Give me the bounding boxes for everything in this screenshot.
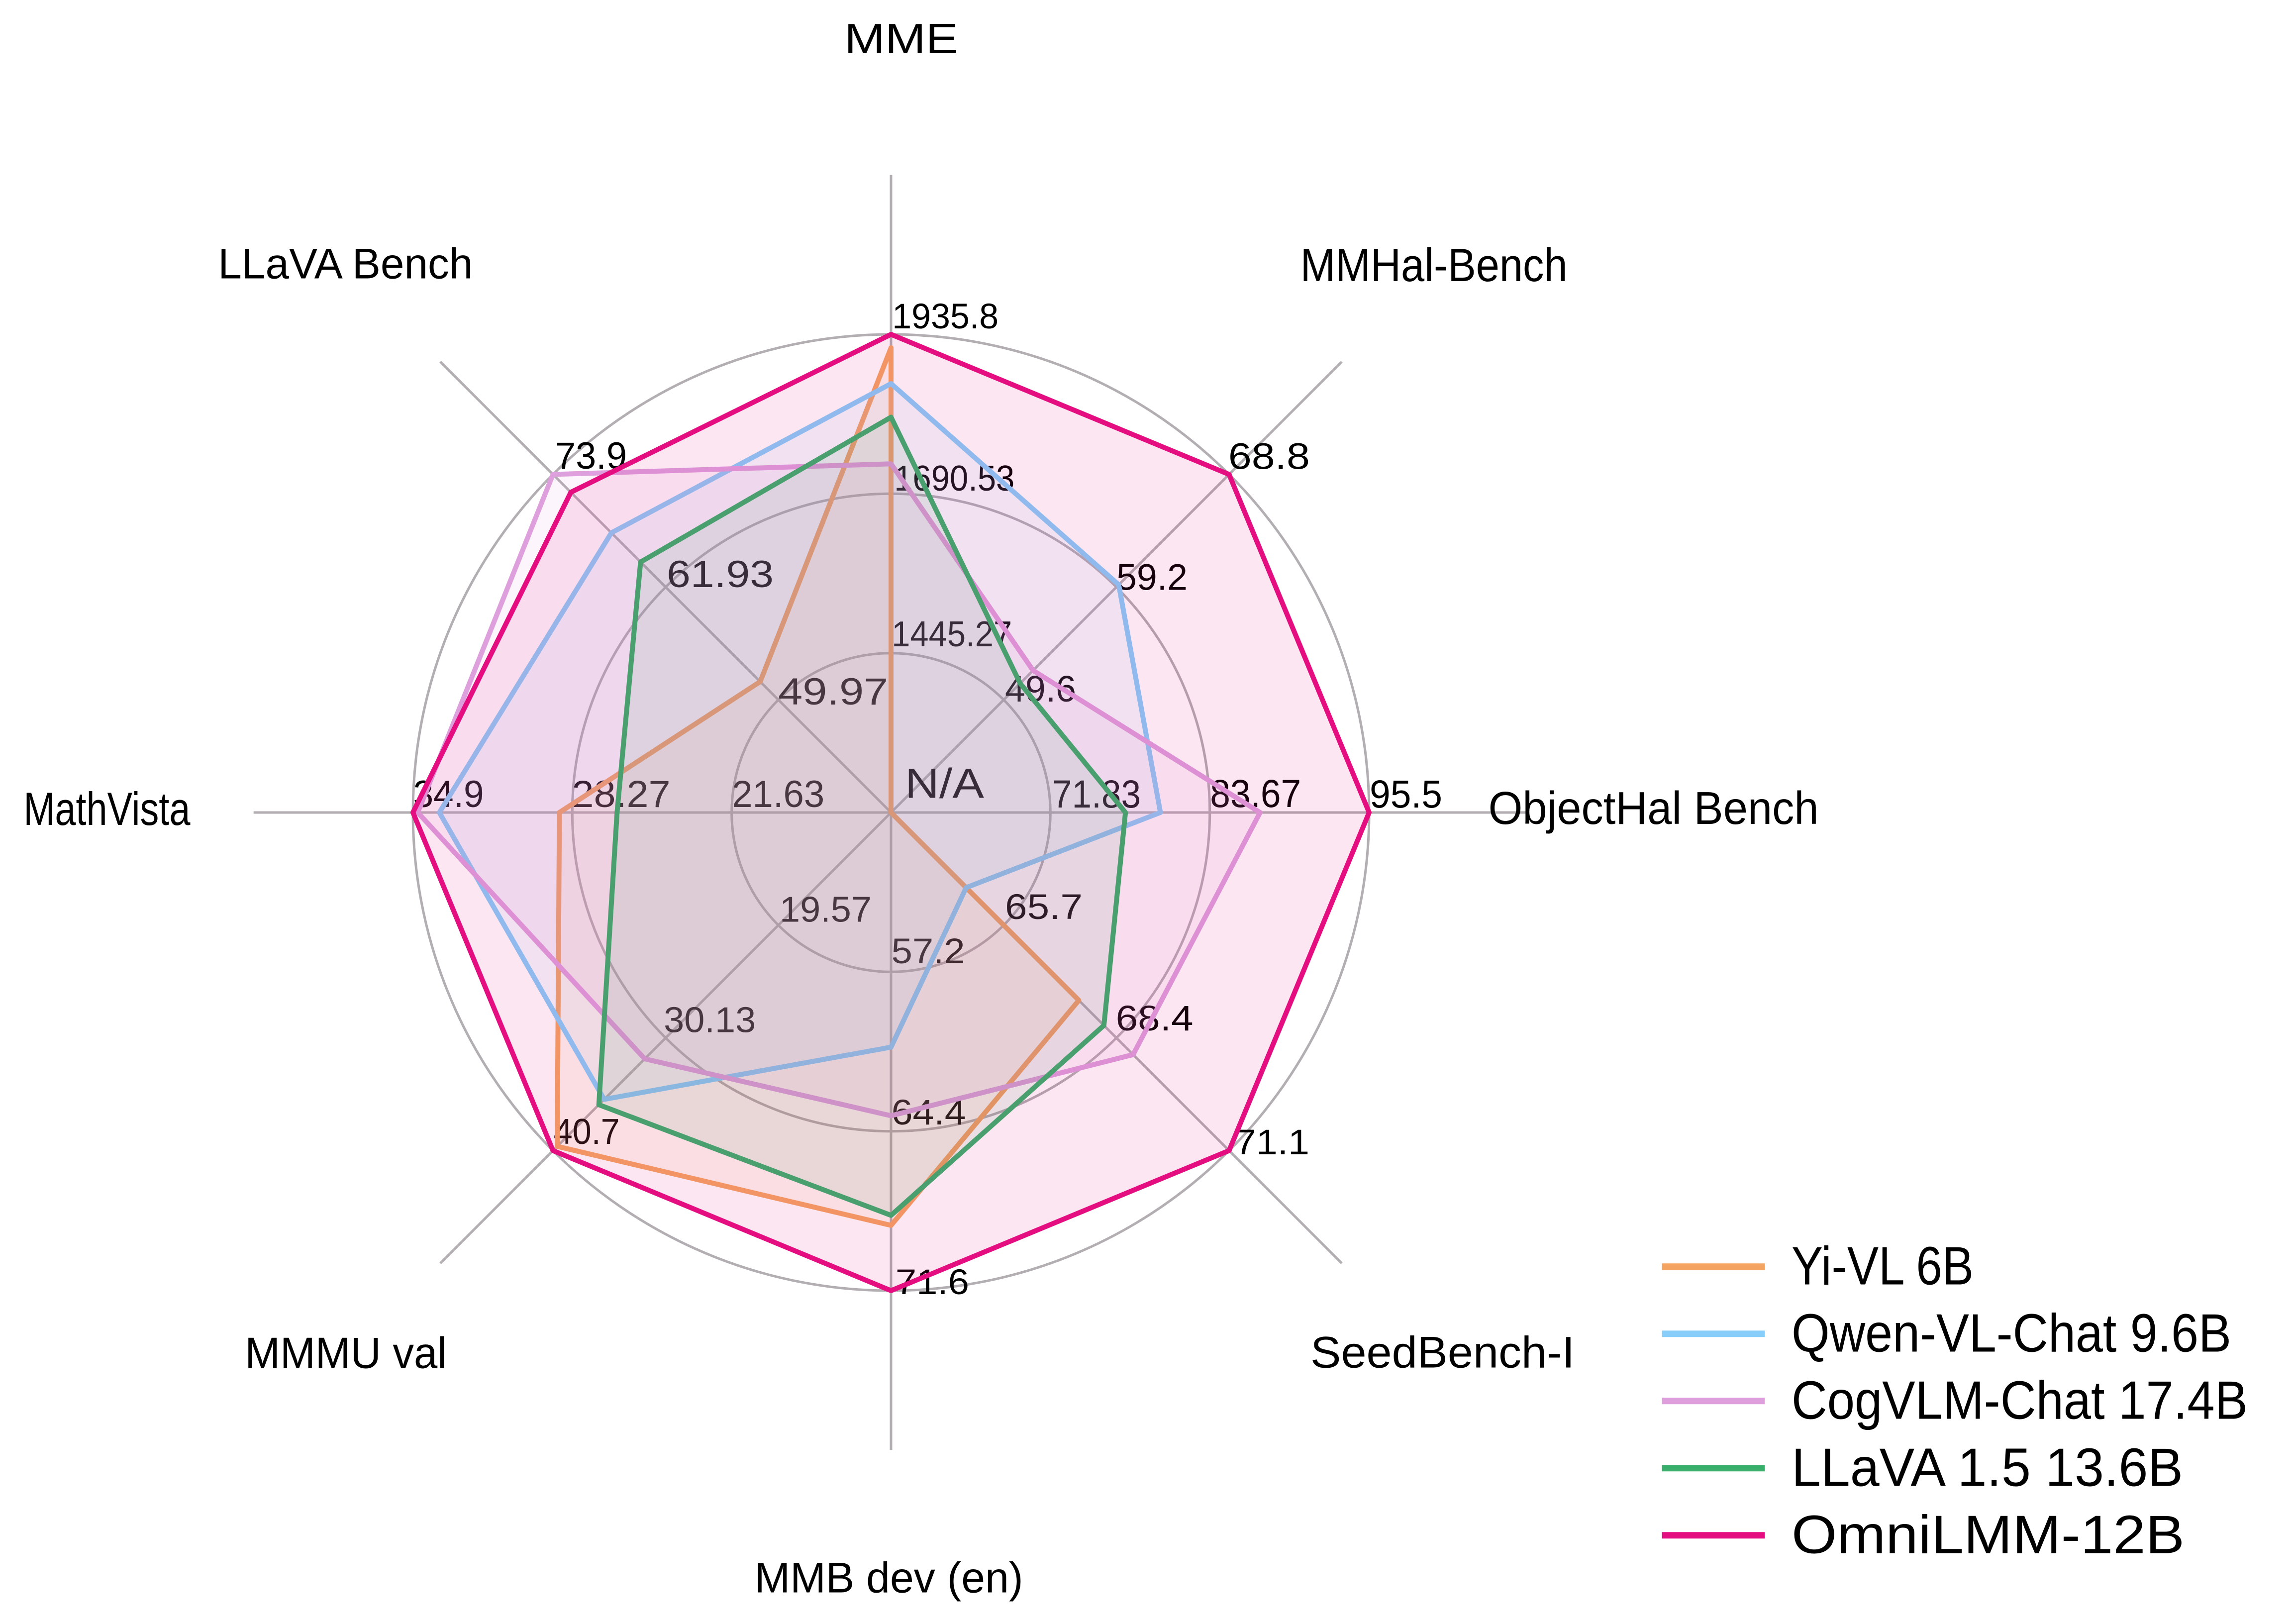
svg-text:59.2: 59.2: [1116, 556, 1188, 598]
svg-text:MME: MME: [844, 15, 958, 63]
svg-text:1935.8: 1935.8: [892, 297, 998, 336]
svg-text:MMHal-Bench: MMHal-Bench: [1300, 239, 1568, 291]
svg-text:MMMU val: MMMU val: [245, 1328, 447, 1378]
svg-text:19.57: 19.57: [780, 890, 872, 930]
svg-text:LLaVA Bench: LLaVA Bench: [218, 240, 473, 288]
svg-text:95.5: 95.5: [1370, 772, 1442, 816]
svg-text:MathVista: MathVista: [23, 783, 190, 835]
svg-text:21.63: 21.63: [732, 773, 824, 815]
svg-text:MMB dev (en): MMB dev (en): [755, 1554, 1023, 1602]
svg-text:61.93: 61.93: [667, 553, 774, 596]
svg-text:40.7: 40.7: [554, 1112, 620, 1152]
svg-text:Qwen-VL-Chat 9.6B: Qwen-VL-Chat 9.6B: [1792, 1304, 2231, 1364]
svg-text:N/A: N/A: [905, 760, 985, 807]
svg-text:OmniLMM-12B: OmniLMM-12B: [1792, 1505, 2185, 1565]
svg-text:65.7: 65.7: [1005, 887, 1083, 927]
svg-text:ObjectHal Bench: ObjectHal Bench: [1489, 782, 1819, 834]
svg-text:49.97: 49.97: [778, 671, 888, 713]
svg-text:68.8: 68.8: [1228, 435, 1310, 477]
svg-text:SeedBench-I: SeedBench-I: [1310, 1328, 1575, 1377]
svg-text:Yi-VL 6B: Yi-VL 6B: [1792, 1236, 1974, 1297]
svg-text:LLaVA 1.5 13.6B: LLaVA 1.5 13.6B: [1792, 1438, 2183, 1498]
svg-text:30.13: 30.13: [664, 1000, 756, 1040]
svg-text:71.1: 71.1: [1235, 1122, 1309, 1162]
svg-text:CogVLM-Chat 17.4B: CogVLM-Chat 17.4B: [1792, 1371, 2248, 1431]
